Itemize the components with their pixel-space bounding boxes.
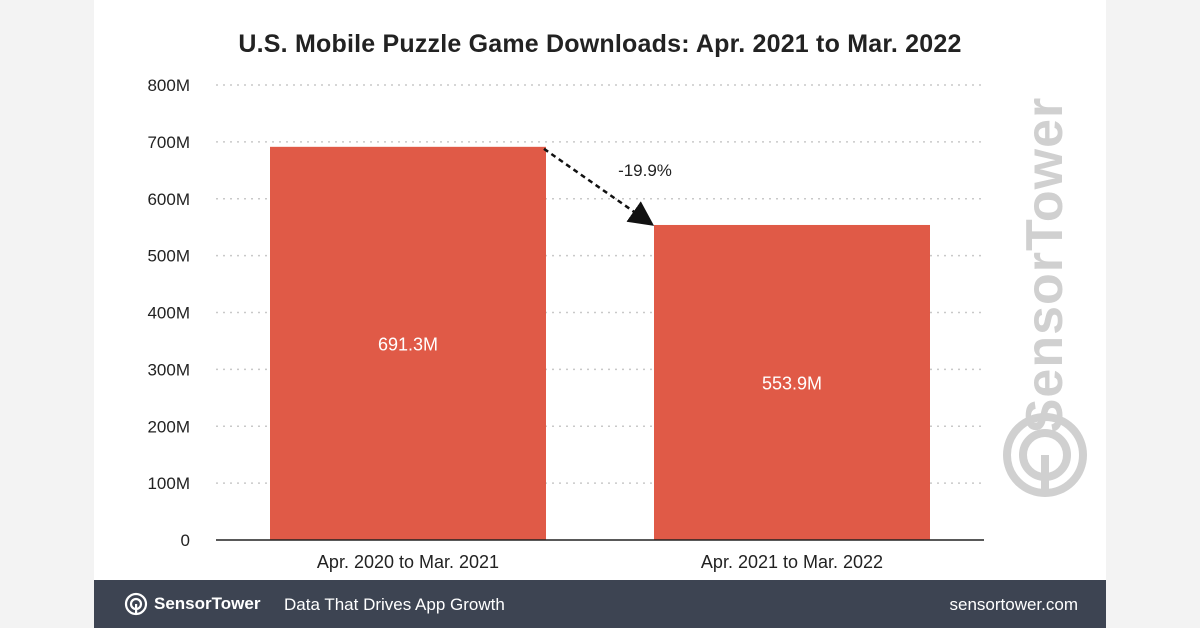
sensor-tower-logo-icon <box>124 592 148 616</box>
change-arrow <box>543 147 655 226</box>
x-tick-label: Apr. 2021 to Mar. 2022 <box>701 552 883 572</box>
bar-chart: 691.3M 553.9M 0 100M 200M 300M 400M 500M 600M 70… <box>147 76 984 572</box>
y-tick-label: 700M <box>147 133 190 152</box>
footer-brand[interactable]: SensorTower <box>124 592 260 616</box>
x-tick-label: Apr. 2020 to Mar. 2021 <box>317 552 499 572</box>
y-tick-label: 400M <box>147 304 190 323</box>
y-tick-label: 600M <box>147 190 190 209</box>
y-tick-label: 300M <box>147 360 190 379</box>
y-tick-label: 200M <box>147 417 190 436</box>
y-tick-label: 800M <box>147 76 190 95</box>
bar-data-label: 691.3M <box>378 334 438 354</box>
change-annotation-label: -19.9% <box>618 161 672 180</box>
footer-tagline: Data That Drives App Growth <box>284 595 505 614</box>
chart-title: U.S. Mobile Puzzle Game Downloads: Apr. … <box>238 30 962 58</box>
bar <box>270 146 546 540</box>
footer-site-link[interactable]: sensortower.com <box>949 595 1079 614</box>
y-tick-label: 100M <box>147 474 190 493</box>
chart-card <box>94 0 1106 628</box>
footer-brand-name: SensorTower <box>154 594 261 613</box>
watermark-text: SensorTower <box>1016 96 1074 434</box>
bar <box>654 224 930 541</box>
sensor-tower-watermark: SensorTower <box>1000 97 1090 510</box>
y-tick-label: 0 <box>181 531 190 550</box>
y-tick-label: 500M <box>147 247 190 266</box>
bar-data-label: 553.9M <box>762 373 822 393</box>
footer-bar: SensorTower Data That Drives App Growth … <box>94 580 1106 628</box>
sensor-tower-logo-icon <box>1003 413 1087 497</box>
